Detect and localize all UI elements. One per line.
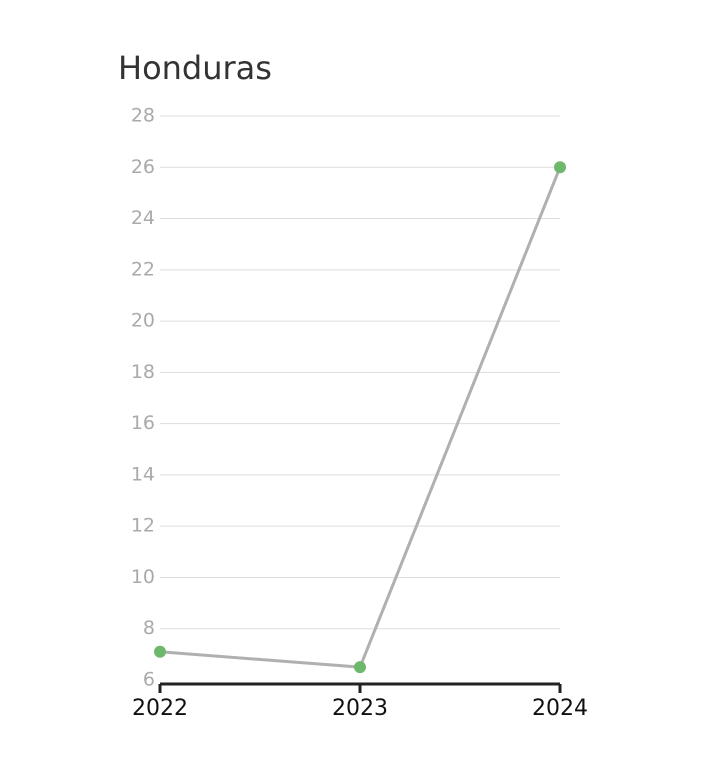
y-tick-label: 6 (143, 669, 155, 691)
y-tick-label: 18 (131, 361, 155, 383)
y-tick-label: 24 (131, 207, 155, 229)
y-tick-label: 12 (131, 515, 155, 537)
y-tick-label: 10 (131, 566, 155, 588)
y-tick-label: 28 (131, 105, 155, 127)
data-point (154, 645, 166, 658)
y-tick-label: 8 (143, 617, 155, 639)
data-point (554, 161, 566, 174)
x-tick-label: 2024 (532, 696, 588, 721)
y-tick-label: 20 (131, 310, 155, 332)
y-tick-label: 14 (131, 463, 155, 485)
y-tick-label: 22 (131, 258, 155, 280)
y-tick-label: 26 (131, 156, 155, 178)
chart-title: Honduras (118, 49, 272, 87)
series-line (159, 166, 562, 669)
data-point (354, 661, 366, 674)
x-tick-label: 2022 (132, 696, 188, 721)
x-tick-label: 2023 (332, 696, 388, 721)
y-tick-label: 16 (131, 412, 155, 434)
